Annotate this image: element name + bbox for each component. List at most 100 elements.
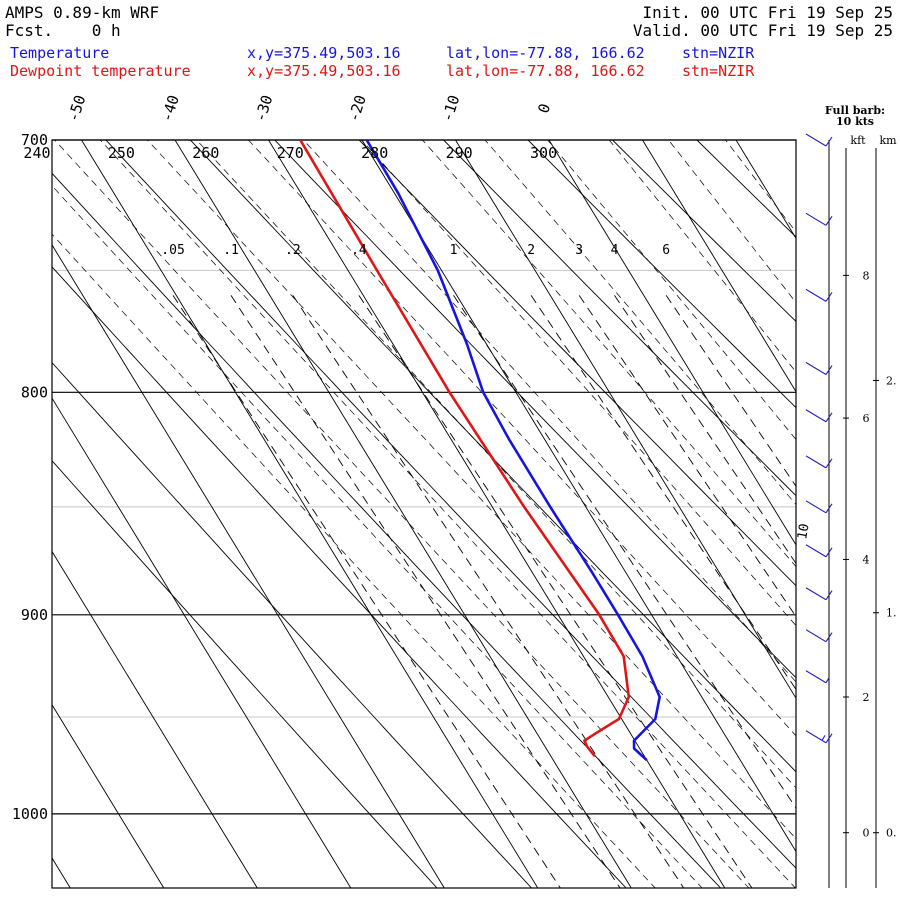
dewpoint-profile-line (299, 140, 631, 758)
model-title: AMPS 0.89-km WRF (5, 3, 160, 22)
wind-barb (805, 362, 833, 375)
isotherm-line (642, 140, 796, 393)
pressure-tick-label: 800 (21, 383, 48, 401)
dry-adiabat-line (52, 361, 533, 888)
theta-label: 280 (361, 144, 388, 162)
legend-dewpoint-latlon: lat,lon=-77.88, 166.62 (446, 62, 645, 80)
plot-frame (51, 139, 797, 889)
mixing-ratio-label: .4 (351, 243, 367, 258)
legend-temperature-xy: x,y=375.49,503.16 (247, 44, 401, 62)
isotherm-line (52, 244, 445, 888)
legend-temperature-name: Temperature (10, 44, 110, 62)
wind-barb (805, 455, 833, 469)
wind-barb-flag (825, 412, 833, 423)
mixing-ratio-label: 6 (662, 243, 670, 258)
isotherm-line (268, 140, 726, 888)
wind-barb-staff (805, 500, 827, 514)
wind-barb-half-flag (825, 677, 830, 684)
wind-barb (805, 730, 833, 744)
theta-label: 240 (23, 144, 50, 162)
temperature-tick-label: 0 (534, 101, 554, 115)
theta-label: 260 (192, 144, 219, 162)
forecast-hour: Fcst. 0 h (5, 21, 121, 40)
wind-barb-staff (805, 730, 827, 744)
dry-adiabat-line (52, 266, 627, 888)
wind-barb-staff (805, 288, 827, 302)
kft-tick-label: 4 (863, 553, 870, 566)
wind-barb-staff (805, 670, 827, 684)
wind-barb-flag (825, 632, 833, 643)
wind-barb-staff (805, 587, 827, 601)
wind-barb-flag (825, 136, 833, 147)
temperature-tick-label: -30 (251, 93, 276, 124)
isotherm-line (735, 140, 796, 240)
wind-barb-flag (825, 733, 833, 744)
isotherm-line (52, 703, 165, 888)
wind-barb (805, 212, 833, 226)
isotherm-line (548, 140, 796, 546)
kft-tick-label: 8 (863, 269, 870, 282)
isotherm-line (361, 140, 796, 853)
temperature-tick-label: -10 (438, 93, 463, 124)
mixing-ratio-line (614, 295, 796, 565)
moist-adiabat-line (361, 140, 796, 627)
mixing-ratio-line (230, 295, 621, 888)
mixing-ratio-line (292, 295, 685, 888)
wind-barb-staff (805, 455, 827, 469)
wind-barb-flag (825, 458, 833, 469)
wind-barb-staff (805, 409, 827, 423)
temperature-tick-label: -20 (344, 93, 369, 124)
moist-adiabat-line (422, 140, 796, 568)
mixing-ratio-line (358, 295, 753, 888)
moist-adiabat-line (54, 140, 750, 888)
kft-tick-label: 2 (863, 691, 870, 704)
barb-speed-annotation: 10 (795, 523, 812, 541)
temperature-tick-label: -40 (157, 93, 182, 124)
isotherm-line (81, 140, 539, 888)
wind-barb-flag (825, 590, 833, 601)
moist-adiabat-line (302, 140, 796, 683)
moist-adiabat-line (247, 140, 796, 737)
mixing-ratio-label: 4 (611, 243, 619, 258)
mixing-ratio-label: 1 (450, 243, 458, 258)
wind-barb (805, 587, 833, 601)
km-tick-label: 0. (886, 827, 897, 840)
wind-barb (805, 670, 830, 684)
moist-adiabat-line (547, 140, 796, 441)
moist-adiabat-line (52, 233, 656, 888)
wind-barb (805, 629, 833, 643)
mixing-ratio-label: 3 (575, 243, 583, 258)
theta-label: 290 (446, 144, 473, 162)
temperature-tick-label: -50 (64, 93, 89, 124)
wind-barb-staff (805, 629, 827, 643)
kft-tick-label: 0 (863, 827, 870, 840)
legend-temperature-stn: stn=NZIR (682, 44, 755, 62)
mixing-ratio-label: .2 (285, 243, 301, 258)
kft-axis-label: kft (850, 134, 866, 147)
wind-barb (805, 133, 833, 147)
km-axis-label: km (879, 134, 897, 147)
theta-label: 270 (277, 144, 304, 162)
moist-adiabat-line (99, 140, 796, 888)
isotherm-line (174, 140, 632, 888)
mixing-ratio-line (172, 295, 561, 888)
isotherm-line (52, 397, 352, 888)
isotherm-line (455, 140, 796, 700)
moist-adiabat-line (52, 185, 703, 888)
pressure-tick-label: 900 (21, 606, 48, 624)
dry-adiabat-line (358, 140, 796, 587)
moist-adiabat-line (668, 140, 796, 304)
legend-dewpoint-xy: x,y=375.49,503.16 (247, 62, 401, 80)
legend-dewpoint-name: Dewpoint temperature (10, 62, 191, 80)
temperature-profile-line (365, 140, 661, 762)
moist-adiabat-line (146, 140, 796, 840)
wind-barb-staff (805, 362, 827, 375)
theta-label: 300 (530, 144, 557, 162)
dry-adiabat-line (527, 140, 796, 409)
moist-adiabat-line (725, 140, 796, 233)
km-tick-label: 2. (886, 374, 897, 387)
wind-barb-flag (825, 292, 833, 302)
wind-barb (805, 544, 833, 558)
moist-adiabat-line (608, 140, 796, 373)
